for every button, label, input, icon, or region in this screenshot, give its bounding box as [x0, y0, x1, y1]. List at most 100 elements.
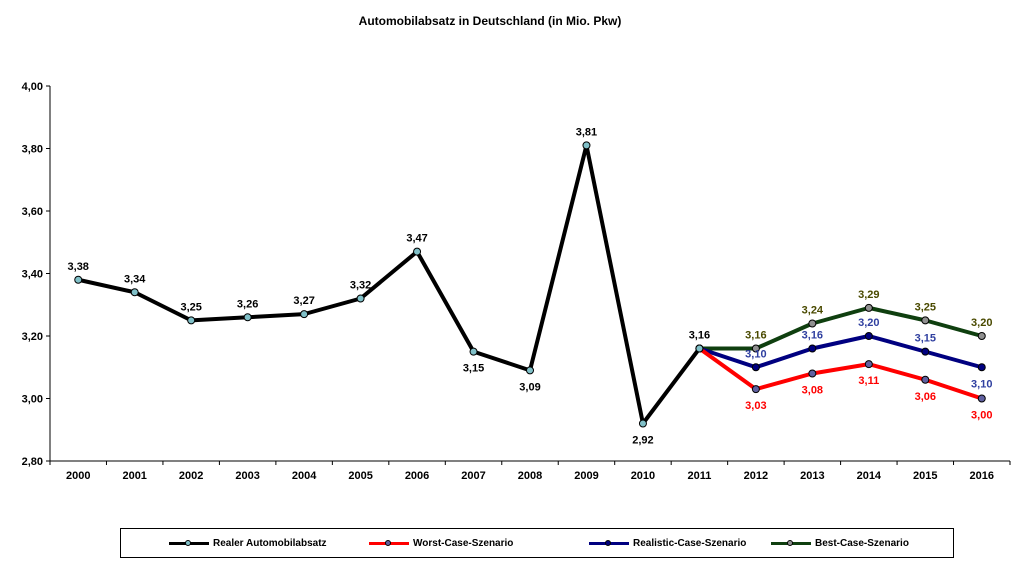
- data-label: 3,16: [689, 330, 710, 342]
- data-point: [356, 294, 365, 303]
- x-tick-label: 2015: [913, 470, 937, 482]
- y-tick-label: 3,40: [22, 269, 43, 281]
- data-point: [130, 288, 139, 297]
- x-tick-label: 2008: [518, 470, 542, 482]
- data-point: [808, 319, 817, 328]
- data-point: [526, 366, 534, 375]
- axes: 2,80 3,00 3,20 3,40 3,60 3,80 4,00 2000 2001 2002…: [22, 81, 1011, 482]
- data-label: 3,11: [858, 375, 879, 387]
- data-label: 3,29: [858, 289, 879, 301]
- series-line-realer-automobilabsatz: [77, 143, 702, 426]
- series-line-realistic-case-szenario: [698, 334, 983, 370]
- x-tick-label: 2009: [574, 470, 598, 482]
- data-point: [751, 385, 760, 394]
- x-tick-label: 2003: [235, 470, 259, 482]
- data-label: 3,81: [576, 126, 597, 138]
- data-label: 3,09: [519, 381, 540, 393]
- data-point: [187, 316, 196, 325]
- legend-marker: [185, 540, 191, 546]
- series-line-worst-case-szenario: [698, 346, 983, 401]
- data-point: [921, 347, 930, 356]
- data-point: [864, 360, 873, 369]
- data-point: [864, 332, 873, 340]
- legend-item: Best-Case-Szenario: [771, 529, 909, 557]
- y-tick-label: 2,80: [22, 456, 43, 468]
- data-point: [300, 310, 309, 319]
- data-label: 3,03: [745, 400, 766, 412]
- legend-marker: [605, 540, 611, 546]
- x-tick-label: 2005: [348, 470, 372, 482]
- data-point: [808, 344, 817, 353]
- data-label: 3,08: [802, 385, 823, 397]
- legend-marker: [385, 540, 391, 546]
- data-label: 3,10: [971, 378, 992, 390]
- data-point: [469, 347, 478, 356]
- data-point: [808, 369, 817, 378]
- data-label: 3,16: [745, 330, 766, 342]
- data-labels-layer: 3,16 3,24 3,29 3,25 3,20 3,10 3,16 3,20 3,15 3,10…: [68, 126, 993, 446]
- data-point: [921, 375, 930, 384]
- data-label: 3,38: [68, 261, 89, 273]
- data-label: 3,15: [463, 363, 484, 375]
- data-label: 3,15: [915, 333, 936, 345]
- data-point: [413, 247, 422, 256]
- data-point: [751, 344, 760, 353]
- x-tick-label: 2010: [631, 470, 655, 482]
- x-tick-label: 2004: [292, 470, 317, 482]
- data-point: [243, 313, 252, 322]
- y-tick-label: 4,00: [22, 81, 43, 93]
- data-point: [977, 363, 986, 372]
- data-label: 3,32: [350, 280, 371, 292]
- data-label: 3,20: [971, 317, 992, 329]
- line-chart: 2,80 3,00 3,20 3,40 3,60 3,80 4,00 2000 2001 2002…: [22, 81, 1011, 482]
- legend-swatch: [589, 537, 629, 549]
- series-line-best-case-szenario: [699, 305, 983, 351]
- legend-item: Realistic-Case-Szenario: [589, 529, 746, 557]
- data-point: [695, 344, 704, 353]
- data-point: [977, 332, 986, 340]
- y-tick-label: 3,20: [22, 331, 43, 343]
- x-tick-label: 2013: [800, 470, 824, 482]
- data-label: 3,20: [858, 317, 879, 329]
- data-label: 3,24: [802, 305, 824, 317]
- data-label: 3,25: [915, 301, 936, 313]
- data-point: [751, 363, 760, 372]
- data-point: [74, 275, 83, 284]
- x-tick-label: 2002: [179, 470, 203, 482]
- x-tick-label: 2011: [687, 470, 711, 482]
- y-tick-label: 3,60: [22, 206, 43, 218]
- legend-swatch: [771, 537, 811, 549]
- legend-label: Best-Case-Szenario: [815, 537, 909, 549]
- x-tick-label: 2012: [744, 470, 768, 482]
- x-tick-label: 2006: [405, 470, 429, 482]
- y-tick-label: 3,80: [22, 144, 43, 156]
- data-point: [582, 141, 591, 150]
- legend-swatch: [369, 537, 409, 549]
- series-layer: [74, 141, 986, 428]
- legend-marker: [787, 540, 793, 546]
- x-tick-label: 2016: [970, 470, 994, 482]
- data-label: 3,10: [745, 348, 766, 360]
- x-tick-label: 2000: [66, 470, 90, 482]
- legend-label: Realer Automobilabsatz: [213, 537, 327, 549]
- x-tick-label: 2001: [122, 470, 146, 482]
- data-point: [977, 394, 986, 403]
- data-point: [864, 303, 873, 312]
- data-label: 3,16: [802, 330, 823, 342]
- data-point: [638, 419, 647, 428]
- x-tick-label: 2014: [857, 470, 882, 482]
- data-label: 2,92: [632, 435, 653, 447]
- legend-swatch: [169, 537, 209, 549]
- data-point: [921, 316, 930, 325]
- legend: Realer Automobilabsatz Worst-Case-Szenari…: [120, 528, 954, 558]
- data-label: 3,00: [971, 410, 992, 422]
- y-tick-label: 3,00: [22, 394, 43, 406]
- chart-title: Automobilabsatz in Deutschland (in Mio. …: [358, 14, 622, 28]
- x-tick-label: 2007: [461, 470, 485, 482]
- data-label: 3,06: [915, 391, 936, 403]
- legend-item: Worst-Case-Szenario: [369, 529, 513, 557]
- legend-label: Realistic-Case-Szenario: [633, 537, 747, 549]
- legend-label: Worst-Case-Szenario: [413, 537, 514, 549]
- data-label: 3,25: [180, 301, 201, 313]
- data-label: 3,47: [406, 233, 427, 245]
